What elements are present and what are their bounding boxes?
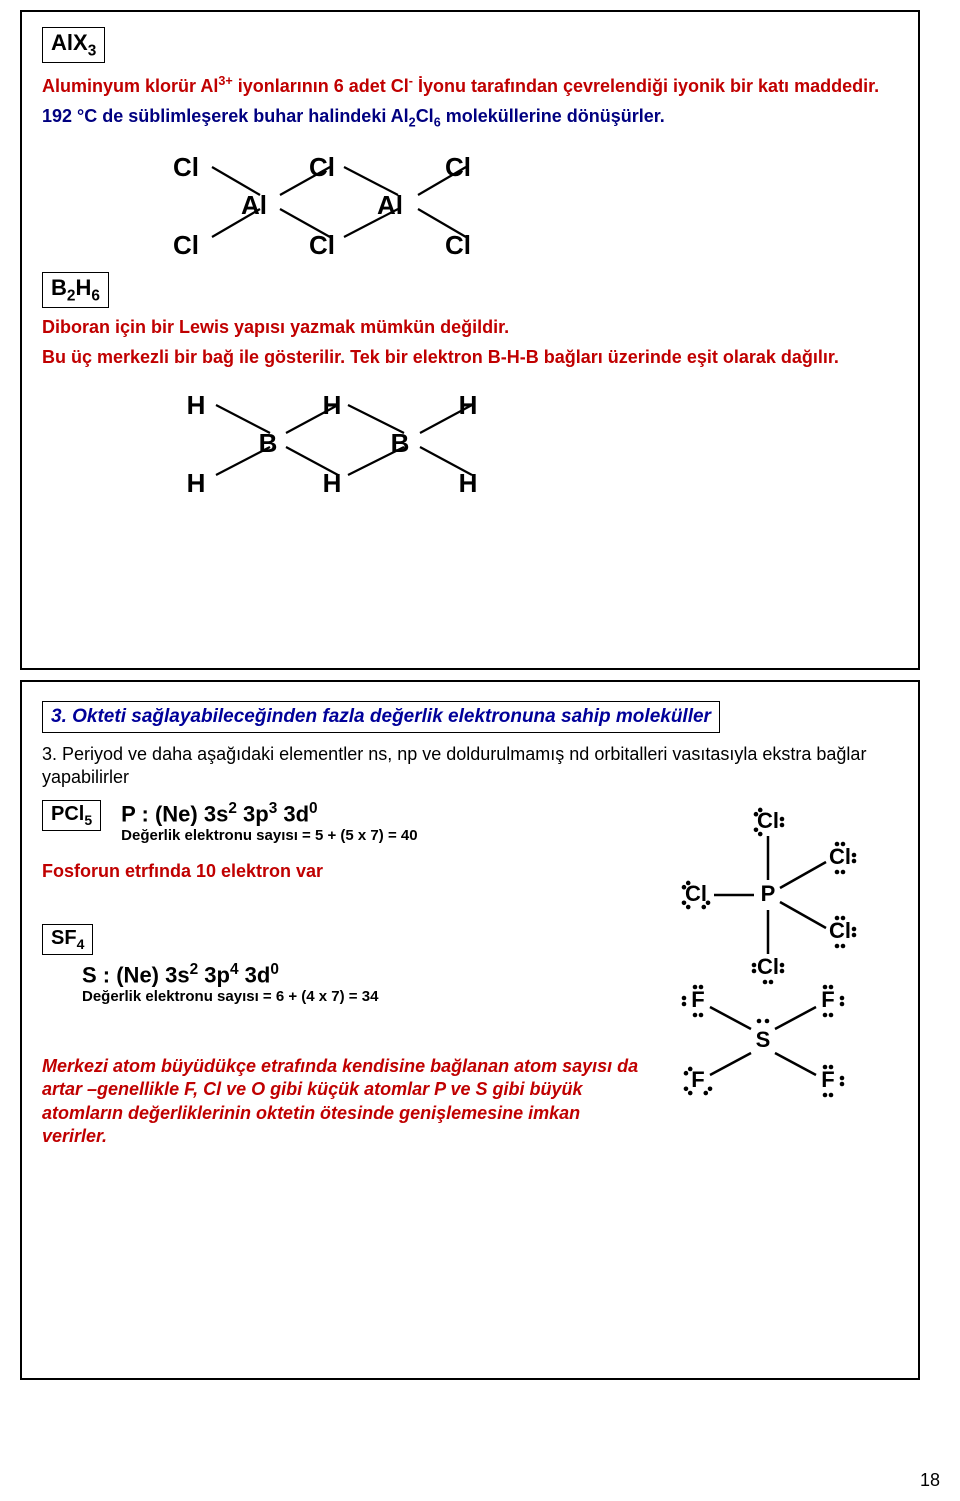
sf4-lewis: S F F F F xyxy=(668,971,868,1111)
svg-text:F: F xyxy=(821,1066,834,1091)
svg-text:Cl: Cl xyxy=(445,152,471,182)
footer-note: Merkezi atom büyüdükçe etrafında kendisi… xyxy=(42,1055,642,1149)
svg-text:H: H xyxy=(323,468,342,498)
svg-text:Cl: Cl xyxy=(173,152,199,182)
svg-text:H: H xyxy=(459,468,478,498)
svg-text:F: F xyxy=(821,986,834,1011)
rule-3-box: 3. Okteti sağlayabileceğinden fazla değe… xyxy=(42,701,720,733)
svg-text:Cl: Cl xyxy=(309,152,335,182)
svg-text:H: H xyxy=(187,468,206,498)
svg-text:H: H xyxy=(187,390,206,420)
svg-text:Cl: Cl xyxy=(829,918,851,943)
svg-text:Cl: Cl xyxy=(829,844,851,869)
alx3-formula: AlX3 xyxy=(42,27,105,63)
rule-3-explain: 3. Periyod ve daha aşağıdaki elementler … xyxy=(42,743,898,790)
al2cl6-structure: Cl Cl Cl Cl Cl Cl Al Al xyxy=(162,137,522,267)
b2h6-note1: Diboran için bir Lewis yapısı yazmak müm… xyxy=(42,316,898,339)
svg-text:P: P xyxy=(761,881,776,906)
slide-1: AlX3 Aluminyum klorür Al3+ iyonlarının 6… xyxy=(20,10,920,670)
svg-text:Cl: Cl xyxy=(309,230,335,260)
svg-text:B: B xyxy=(259,428,278,458)
svg-text:F: F xyxy=(691,1066,704,1091)
b2h6-note2: Bu üç merkezli bir bağ ile gösterilir. T… xyxy=(42,346,898,369)
svg-text:Al: Al xyxy=(377,190,403,220)
sf4-formula: SF4 xyxy=(42,924,93,955)
svg-text:Cl: Cl xyxy=(173,230,199,260)
svg-text:H: H xyxy=(323,390,342,420)
alx3-description: Aluminyum klorür Al3+ iyonlarının 6 adet… xyxy=(42,73,898,98)
svg-text:Cl: Cl xyxy=(445,230,471,260)
alx3-sublimation: 192 °C de süblimleşerek buhar halindeki … xyxy=(42,105,898,131)
slide-2: 3. Okteti sağlayabileceğinden fazla değe… xyxy=(20,680,920,1380)
svg-text:B: B xyxy=(391,428,410,458)
b2h6-formula: B2H6 xyxy=(42,272,109,308)
b2h6-structure: H H H H H H B B xyxy=(172,375,512,505)
page-number: 18 xyxy=(920,1470,940,1491)
svg-text:F: F xyxy=(691,986,704,1011)
svg-text:S: S xyxy=(756,1026,771,1051)
svg-text:H: H xyxy=(459,390,478,420)
pcl5-formula: PCl5 xyxy=(42,800,101,831)
svg-text:Al: Al xyxy=(241,190,267,220)
